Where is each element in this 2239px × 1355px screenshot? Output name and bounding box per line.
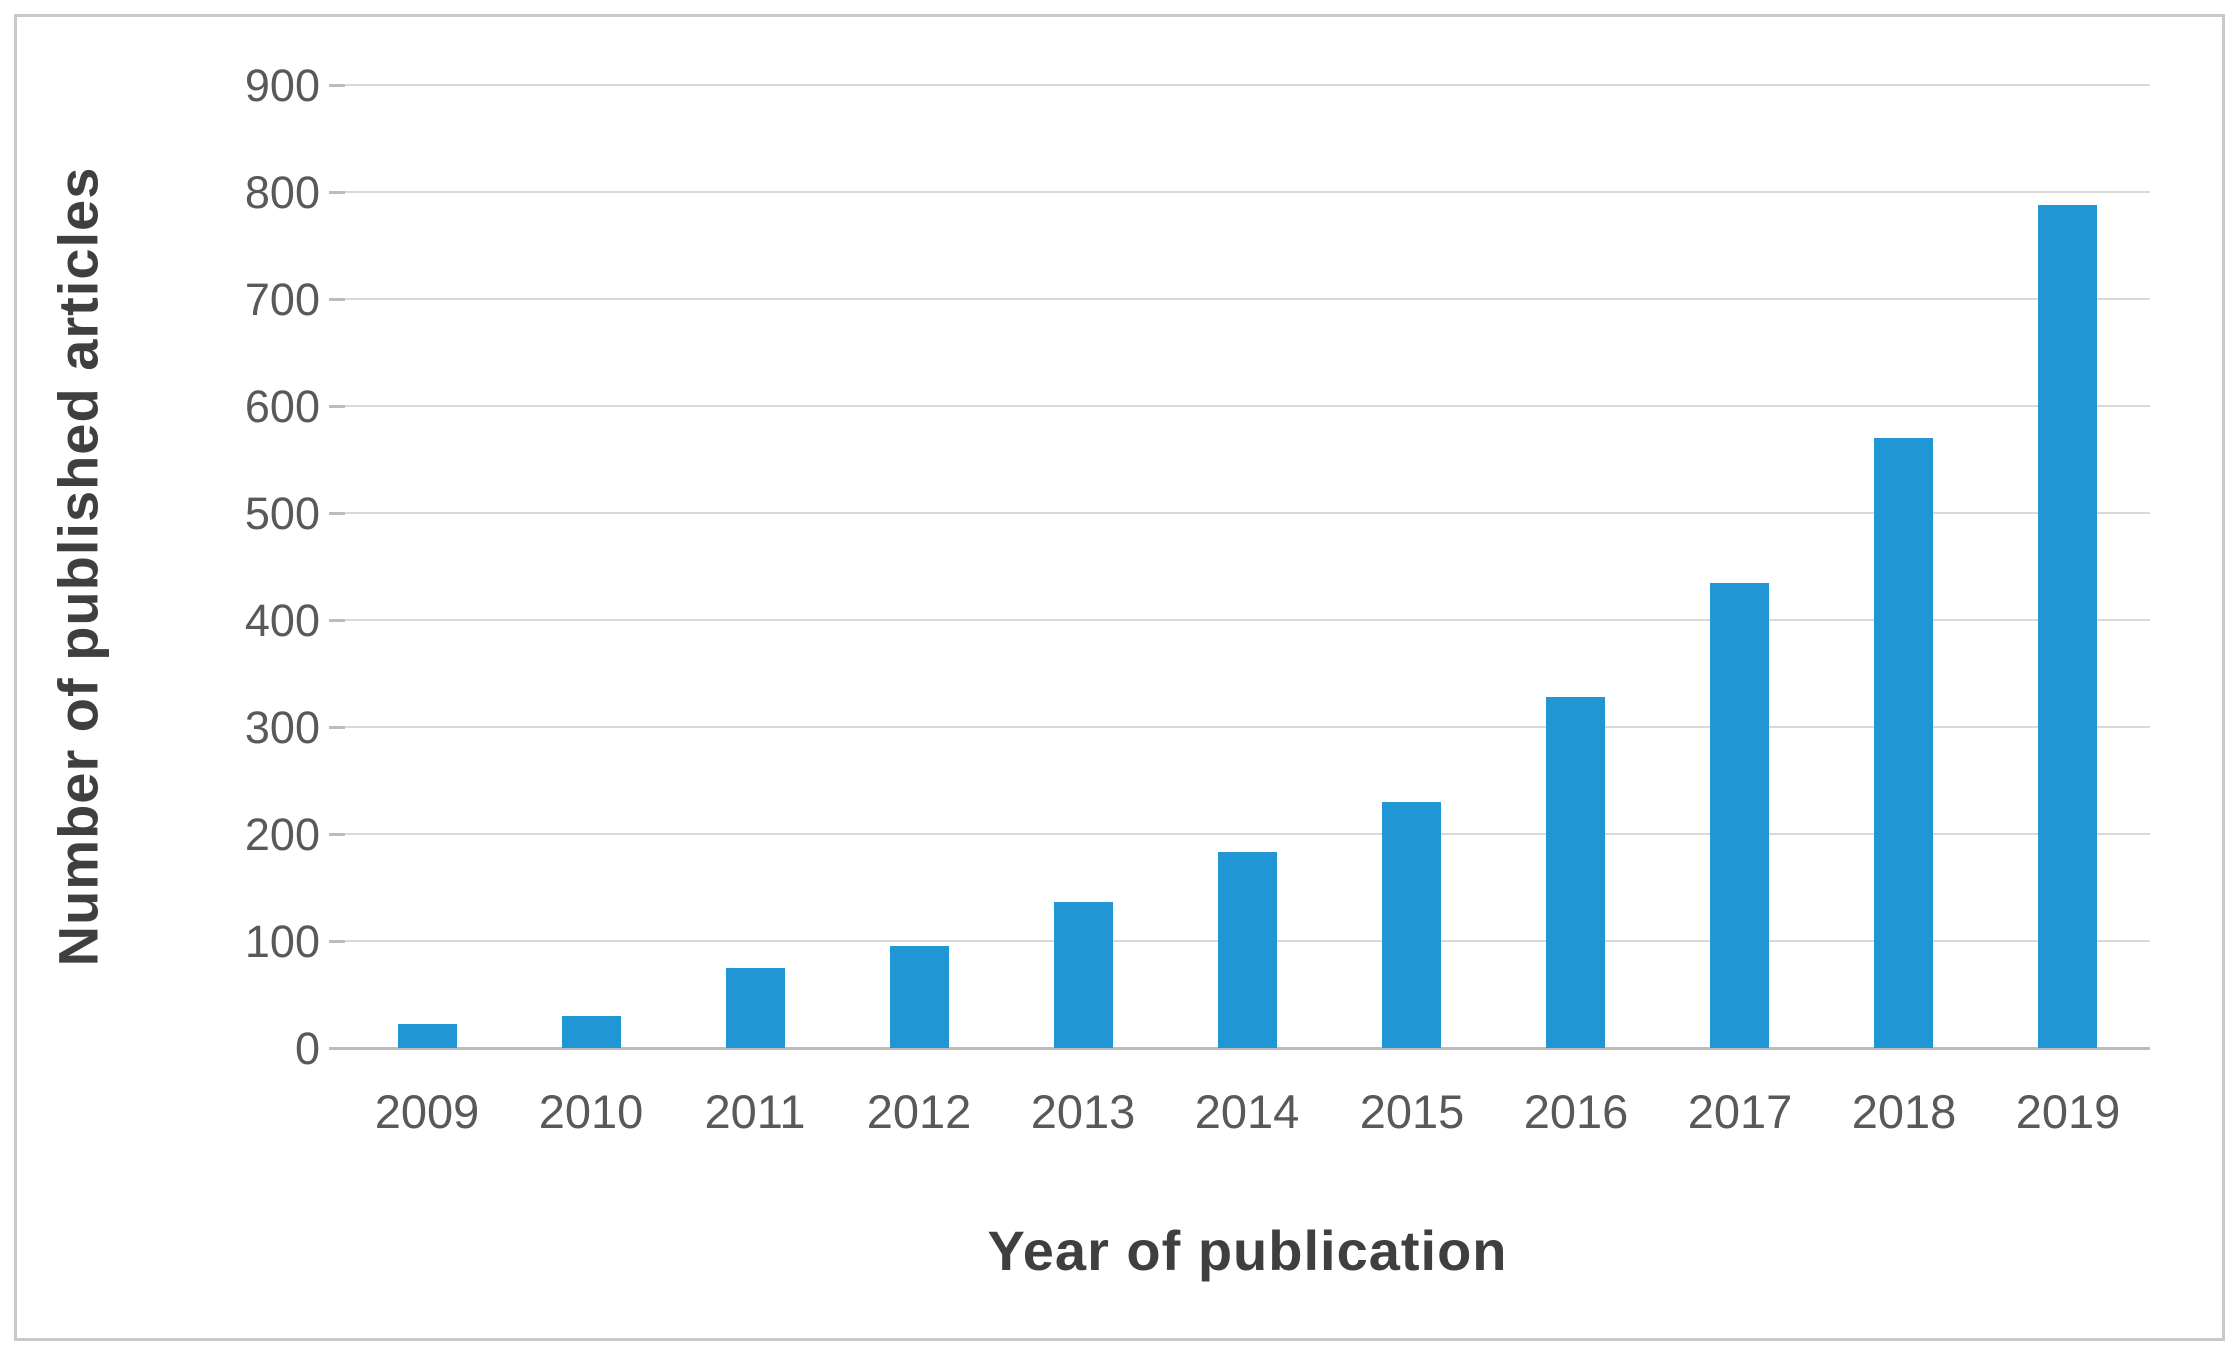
bar-2012 [890,946,949,1048]
bar-2014 [1218,852,1277,1048]
y-axis-title: Number of published articles [46,166,110,967]
bar-2019 [2038,205,2097,1048]
y-tick-label: 300 [244,702,320,753]
y-gridline [345,512,2150,514]
bar-2009 [398,1024,457,1048]
y-gridline [345,298,2150,300]
y-gridline [345,191,2150,193]
x-tick-label-2009: 2009 [374,1085,480,1138]
y-gridline [345,833,2150,835]
y-axis-title-box: Number of published articles [28,85,128,1048]
bar-2011 [726,968,785,1048]
x-tick-label-2012: 2012 [866,1085,972,1138]
x-tick-label-2019: 2019 [2015,1085,2121,1138]
x-tick-label-2017: 2017 [1687,1085,1793,1138]
y-tick-label: 0 [294,1023,320,1074]
y-tick-label: 200 [244,809,320,860]
y-tick-mark [329,833,345,836]
bar-2015 [1382,802,1441,1048]
x-tick-label-2018: 2018 [1851,1085,1957,1138]
y-tick-label: 800 [244,167,320,218]
bar-2016 [1546,697,1605,1048]
x-tick-label-2011: 2011 [704,1085,806,1138]
y-tick-mark [329,84,345,87]
y-tick-label: 900 [244,60,320,111]
y-tick-mark [329,619,345,622]
x-tick-label-2013: 2013 [1030,1085,1136,1138]
y-tick-mark [329,1047,345,1050]
y-tick-mark [329,405,345,408]
y-tick-label: 700 [244,274,320,325]
x-tick-label-2016: 2016 [1523,1085,1629,1138]
y-tick-mark [329,298,345,301]
y-gridline [345,619,2150,621]
y-tick-label: 500 [244,488,320,539]
x-axis-line [345,1047,2150,1050]
y-tick-label: 600 [244,381,320,432]
y-tick-mark [329,940,345,943]
bar-2017 [1710,583,1769,1048]
x-axis-title: Year of publication [987,1219,1508,1282]
y-gridline [345,726,2150,728]
y-gridline [345,405,2150,407]
x-tick-label-2015: 2015 [1359,1085,1465,1138]
bar-2013 [1054,902,1113,1048]
bar-2018 [1874,438,1933,1048]
y-tick-mark [329,512,345,515]
x-tick-label-2010: 2010 [538,1085,644,1138]
bar-2010 [562,1016,621,1048]
y-tick-mark [329,191,345,194]
y-gridline [345,84,2150,86]
y-tick-label: 100 [244,916,320,967]
y-tick-label: 400 [244,595,320,646]
plot-area: 0 100 200 300 400 500 600 700 800 900 2009 2010 2011… [245,63,2150,1135]
y-tick-mark [329,726,345,729]
x-tick-label-2014: 2014 [1194,1085,1300,1138]
